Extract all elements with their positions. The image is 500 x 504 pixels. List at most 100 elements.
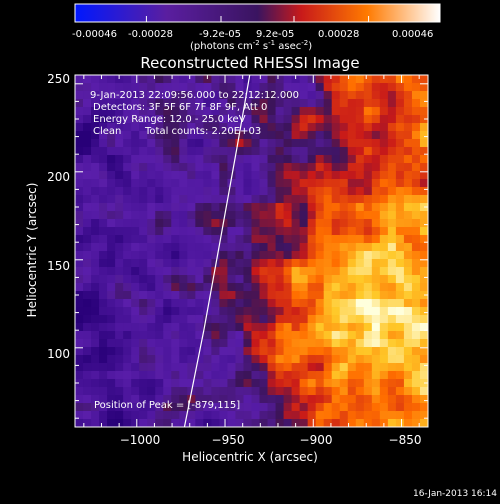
heatmap-cell <box>387 99 397 108</box>
heatmap-cell <box>91 123 100 132</box>
heatmap-cell <box>371 275 381 284</box>
heatmap-cell <box>387 267 397 276</box>
heatmap-cell <box>363 331 373 340</box>
heatmap-cell <box>155 235 164 244</box>
heatmap-cell <box>299 139 309 148</box>
heatmap-cell <box>315 387 325 396</box>
heatmap-cell <box>315 331 325 340</box>
heatmap-cell <box>363 275 373 284</box>
heatmap-cell <box>147 147 156 156</box>
heatmap-cell <box>267 139 277 148</box>
annotation-peak-position: Position of Peak = [-879,115] <box>94 400 240 411</box>
heatmap-cell <box>331 307 341 316</box>
heatmap-cell <box>243 339 253 348</box>
heatmap-cell <box>363 155 373 164</box>
heatmap-cell <box>139 403 148 412</box>
heatmap-cell <box>355 139 365 148</box>
heatmap-cell <box>179 195 188 204</box>
heatmap-cell <box>75 155 84 164</box>
heatmap-cell <box>339 83 349 92</box>
heatmap-cell <box>211 419 221 427</box>
heatmap-cell <box>99 195 108 204</box>
heatmap-cell <box>219 123 229 132</box>
heatmap-cell <box>187 243 196 252</box>
heatmap-cell <box>83 203 92 212</box>
heatmap-cell <box>267 251 277 260</box>
heatmap-cell <box>307 83 317 92</box>
heatmap-cell <box>347 131 357 140</box>
heatmap-cell <box>275 131 285 140</box>
heatmap-cell <box>323 115 333 124</box>
heatmap-cell <box>379 267 389 276</box>
heatmap-cell <box>283 211 293 220</box>
heatmap-cell <box>91 411 100 420</box>
heatmap-cell <box>99 371 108 380</box>
heatmap-cell <box>91 283 100 292</box>
heatmap-cell <box>91 99 100 108</box>
heatmap-cell <box>339 123 349 132</box>
heatmap-cell <box>195 243 204 252</box>
heatmap-cell <box>147 115 156 124</box>
heatmap-cell <box>195 163 204 172</box>
heatmap-cell <box>131 299 140 308</box>
heatmap-cell <box>379 299 389 308</box>
heatmap-cell <box>187 315 196 324</box>
heatmap-cell <box>387 211 397 220</box>
heatmap-cell <box>139 387 148 396</box>
heatmap-cell <box>291 211 301 220</box>
heatmap-cell <box>387 155 397 164</box>
heatmap-cell <box>147 243 156 252</box>
heatmap-cell <box>371 219 381 228</box>
heatmap-cell <box>411 403 421 412</box>
heatmap-cell <box>419 75 428 84</box>
colorbar-units: (photons cm-2 s-1 asec-2) <box>190 39 312 52</box>
heatmap-cell <box>419 235 428 244</box>
heatmap-cell <box>91 155 100 164</box>
heatmap-cell <box>387 75 397 84</box>
heatmap-cell <box>211 323 221 332</box>
heatmap-cell <box>211 107 221 116</box>
heatmap-cell <box>171 75 180 84</box>
heatmap-cell <box>347 83 357 92</box>
heatmap-cell <box>355 307 365 316</box>
heatmap-cell <box>211 139 221 148</box>
heatmap-cell <box>331 315 341 324</box>
heatmap-cell <box>283 251 293 260</box>
heatmap-cell <box>107 291 116 300</box>
heatmap-cell <box>123 155 132 164</box>
heatmap-cell <box>347 211 357 220</box>
heatmap-cell <box>107 403 116 412</box>
heatmap-cell <box>331 195 341 204</box>
heatmap-cell <box>91 91 100 100</box>
heatmap-cell <box>75 371 84 380</box>
heatmap-cell <box>107 299 116 308</box>
heatmap-cell <box>131 315 140 324</box>
heatmap-cell <box>227 299 237 308</box>
heatmap-cell <box>411 251 421 260</box>
heatmap-cell <box>315 299 325 308</box>
heatmap-cell <box>355 219 365 228</box>
heatmap-cell <box>179 155 188 164</box>
heatmap-cell <box>91 83 100 92</box>
heatmap-cell <box>147 363 156 372</box>
colorbar-tick-label-3: 9.2e-05 <box>256 29 294 40</box>
heatmap-cell <box>331 299 341 308</box>
heatmap-cell <box>283 115 293 124</box>
heatmap-cell <box>315 115 325 124</box>
heatmap-cell <box>395 83 405 92</box>
heatmap-cell <box>187 251 196 260</box>
heatmap-cell <box>299 107 309 116</box>
heatmap-cell <box>411 139 421 148</box>
heatmap-cell <box>219 147 229 156</box>
heatmap-cell <box>155 299 164 308</box>
heatmap-cell <box>131 83 140 92</box>
heatmap-cell <box>339 195 349 204</box>
heatmap-cell <box>315 403 325 412</box>
heatmap-cell <box>115 379 124 388</box>
heatmap-cell <box>259 411 269 420</box>
heatmap-cell <box>219 235 229 244</box>
heatmap-cell <box>163 187 172 196</box>
heatmap-cell <box>107 211 116 220</box>
heatmap-cell <box>123 171 132 180</box>
heatmap-cell <box>163 131 172 140</box>
